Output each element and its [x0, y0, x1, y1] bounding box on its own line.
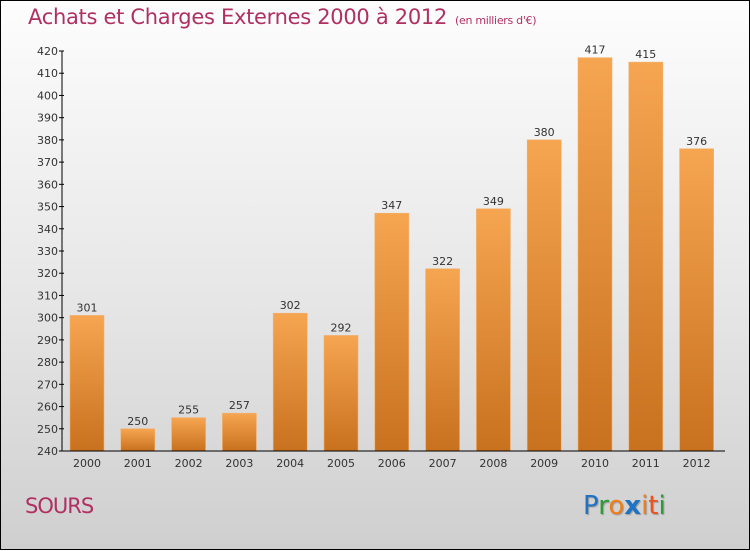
- y-tick-label-340: 340: [37, 223, 58, 236]
- data-label-2010: 417: [585, 44, 606, 57]
- data-label-2000: 301: [77, 301, 98, 314]
- place-name: SOURS: [25, 494, 94, 518]
- data-label-2003: 257: [229, 399, 250, 412]
- x-tick-label-2006: 2006: [378, 457, 406, 470]
- x-tick-label-2001: 2001: [124, 457, 152, 470]
- y-tick-label-280: 280: [37, 356, 58, 369]
- bar-2007: [425, 268, 460, 452]
- data-label-2002: 255: [178, 404, 199, 417]
- x-tick-label-2010: 2010: [581, 457, 609, 470]
- y-tick-label-260: 260: [37, 401, 58, 414]
- data-label-2012: 376: [686, 135, 707, 148]
- bar-2009: [526, 139, 562, 452]
- x-tick-label-2004: 2004: [276, 457, 304, 470]
- y-tick-label-380: 380: [37, 134, 58, 147]
- logo-letter: x: [624, 491, 642, 521]
- y-tick-label-300: 300: [37, 312, 58, 325]
- logo-letter: P: [583, 491, 599, 521]
- data-label-2009: 380: [534, 126, 555, 139]
- bar-2010: [577, 57, 613, 452]
- chart-subtitle: (en milliers d'€): [455, 14, 537, 27]
- bar-2012: [679, 148, 714, 452]
- data-label-2007: 322: [432, 255, 453, 268]
- x-tick-label-2007: 2007: [429, 457, 457, 470]
- bar-2001: [120, 428, 156, 452]
- y-tick-label-370: 370: [37, 156, 58, 169]
- y-tick-label-410: 410: [37, 67, 58, 80]
- y-tick-label-330: 330: [37, 245, 58, 258]
- y-tick-label-360: 360: [37, 178, 58, 191]
- y-tick-label-320: 320: [37, 267, 58, 280]
- bar-2006: [374, 212, 410, 452]
- data-label-2006: 347: [381, 199, 402, 212]
- logo-letter: r: [598, 491, 609, 521]
- bar-2003: [222, 412, 257, 452]
- y-tick-label-240: 240: [37, 445, 58, 458]
- bars-group: 301 250 255 257 302 292 347 322 349 380 417 415 376: [69, 44, 714, 452]
- bar-2011: [628, 61, 664, 452]
- bar-2005: [323, 335, 359, 452]
- data-label-2011: 415: [635, 48, 656, 61]
- bar-2000: [69, 315, 105, 452]
- proxiti-logo[interactable]: Proxiti: [583, 491, 666, 521]
- data-label-2004: 302: [280, 299, 301, 312]
- x-tick-label-2009: 2009: [530, 457, 558, 470]
- logo-letter: i: [658, 491, 666, 521]
- bar-2002: [171, 417, 206, 452]
- logo-letter: i: [641, 491, 649, 521]
- y-tick-label-310: 310: [37, 289, 58, 302]
- x-tick-label-2000: 2000: [73, 457, 101, 470]
- x-tick-label-2005: 2005: [327, 457, 355, 470]
- y-tick-label-290: 290: [37, 334, 58, 347]
- y-tick-label-270: 270: [37, 378, 58, 391]
- x-tick-label-2012: 2012: [683, 457, 711, 470]
- y-tick-label-250: 250: [37, 423, 58, 436]
- bar-2004: [272, 312, 308, 452]
- data-label-2008: 349: [483, 195, 504, 208]
- y-tick-label-390: 390: [37, 112, 58, 125]
- x-tick-label-2002: 2002: [175, 457, 203, 470]
- y-tick-label-350: 350: [37, 201, 58, 214]
- chart-title: Achats et Charges Externes 2000 à 2012 (e…: [28, 5, 537, 29]
- y-tick-label-420: 420: [37, 45, 58, 58]
- logo-letter: t: [648, 491, 659, 521]
- x-tick-label-2011: 2011: [632, 457, 660, 470]
- logo-letter: o: [608, 491, 625, 521]
- data-label-2005: 292: [331, 321, 352, 334]
- bar-2008: [476, 208, 511, 452]
- x-tick-label-2008: 2008: [479, 457, 507, 470]
- title-text: Achats et Charges Externes 2000 à 2012: [28, 5, 448, 29]
- y-tick-label-400: 400: [37, 89, 58, 102]
- x-tick-label-2003: 2003: [225, 457, 253, 470]
- data-label-2001: 250: [127, 415, 148, 428]
- axes-group: 2000 2001 2002 2003 2004 2005 2006 2007 2008 2009…: [37, 45, 725, 470]
